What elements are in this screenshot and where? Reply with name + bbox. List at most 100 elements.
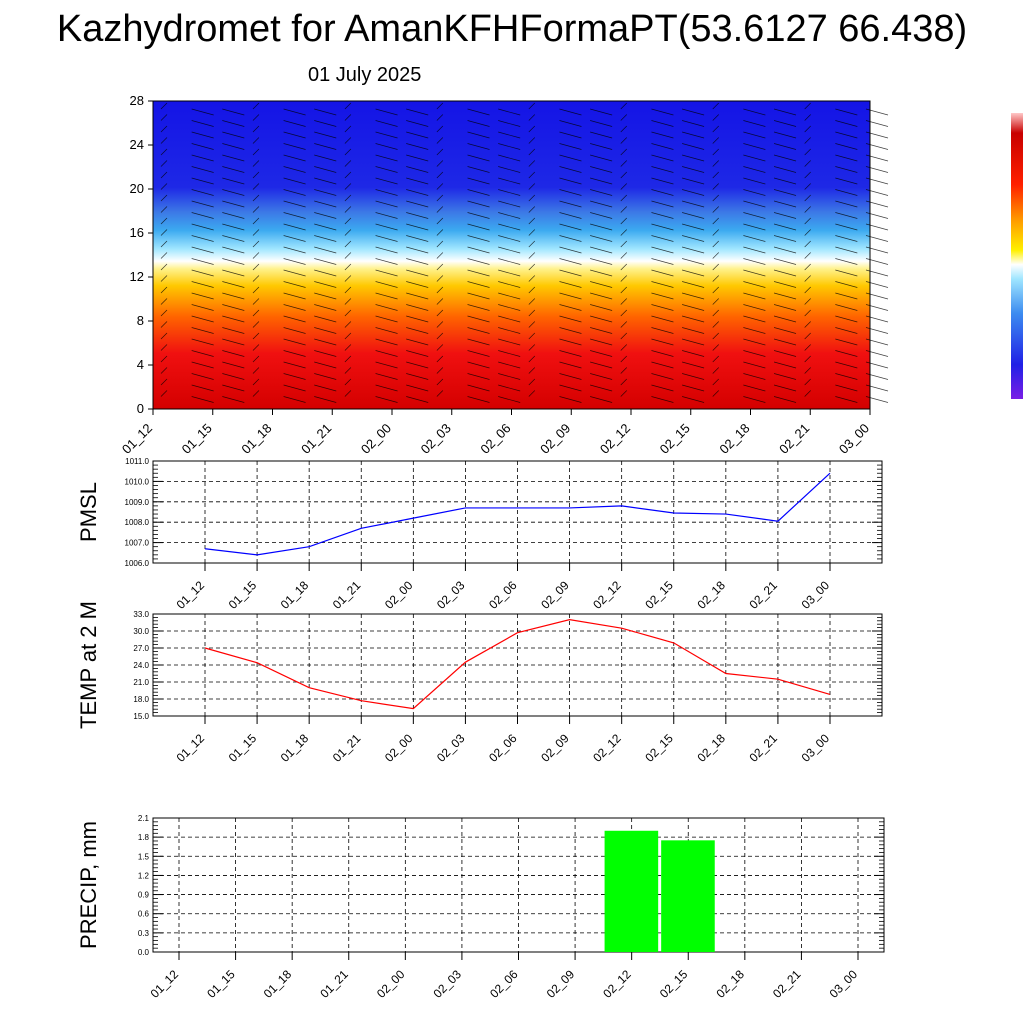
wind-barb: [222, 373, 245, 380]
wind-barb: [375, 315, 398, 323]
wind-barb: [375, 269, 398, 277]
wind-barb: [835, 200, 858, 208]
wind-barb: [375, 212, 398, 219]
wind-barb: [590, 338, 613, 346]
x-tick-label: 02_18: [713, 967, 747, 1001]
wind-barb: [743, 120, 766, 127]
wind-barb: [620, 309, 628, 317]
wind-barb: [191, 315, 214, 323]
wind-barb: [467, 166, 490, 173]
wind-barb: [467, 292, 490, 300]
wind-barb: [712, 114, 719, 121]
wind-barb: [406, 246, 429, 254]
wind-barb: [773, 384, 797, 392]
wind-barb: [222, 327, 245, 334]
wind-barb: [344, 309, 352, 317]
wind-barb: [835, 177, 858, 185]
wind-barb: [467, 304, 490, 311]
wind-barb: [314, 108, 337, 116]
wind-barb: [835, 258, 858, 265]
wind-barb: [252, 240, 260, 248]
wind-barb: [743, 304, 766, 311]
wind-barb: [467, 350, 490, 357]
wind-barb: [375, 338, 398, 346]
wind-barb: [835, 373, 858, 380]
wind-barb: [743, 108, 766, 116]
wind-barb: [651, 246, 674, 254]
wind-barb: [314, 281, 337, 288]
wind-barb: [620, 344, 628, 351]
wind-barb: [681, 373, 705, 380]
x-tick-label: 01_12: [119, 421, 155, 457]
y-tick-label: 30.0: [133, 627, 149, 636]
wind-barb: [743, 189, 766, 196]
wind-barb: [651, 373, 674, 380]
wind-barb: [314, 361, 337, 369]
wind-barb: [467, 361, 490, 369]
wind-barb: [773, 269, 797, 277]
wind-barb: [804, 275, 811, 282]
wind-barb: [559, 235, 582, 242]
wind-barb: [743, 200, 766, 208]
wind-barb: [467, 269, 490, 277]
wind-barb: [222, 212, 245, 219]
wind-barb: [835, 154, 858, 162]
wind-barb: [743, 327, 766, 334]
y-axis-title: PMSL: [76, 482, 101, 542]
y-tick-label: 8: [137, 313, 144, 328]
wind-barb: [712, 240, 719, 248]
wind-barb: [406, 212, 429, 219]
wind-barb: [467, 212, 490, 219]
wind-barb: [528, 160, 536, 167]
x-tick-label: 03_00: [799, 731, 833, 765]
wind-barb: [590, 258, 613, 265]
wind-barb: [804, 160, 811, 167]
wind-barb: [406, 269, 429, 277]
wind-barb: [191, 235, 214, 242]
wind-barb: [375, 361, 398, 369]
wind-barb: [528, 148, 536, 156]
wind-barb: [528, 217, 536, 225]
wind-barb: [344, 275, 352, 282]
wind-barb: [314, 166, 337, 173]
wind-barb: [528, 102, 536, 110]
wind-barb: [559, 258, 582, 265]
x-tick-label: 02_12: [590, 731, 624, 765]
wind-barb: [222, 108, 245, 116]
wind-barb: [252, 298, 260, 305]
wind-barb: [160, 332, 168, 340]
wind-barb: [375, 281, 398, 288]
y-tick-label: 1006.0: [125, 559, 150, 568]
wind-barb: [681, 235, 705, 242]
wind-barb: [191, 384, 214, 392]
x-tick-label: 02_09: [544, 967, 578, 1001]
wind-barb: [651, 166, 674, 173]
wind-barb: [590, 189, 613, 196]
wind-barb: [681, 327, 705, 334]
wind-barb: [222, 177, 245, 185]
x-tick-label: 02_00: [382, 578, 416, 612]
wind-barb: [252, 125, 260, 133]
wind-barb: [436, 252, 444, 259]
x-tick-label: 02_21: [770, 967, 804, 1001]
wind-barb: [344, 298, 352, 305]
wind-barb: [344, 217, 352, 225]
wind-barb: [283, 304, 306, 311]
wind-barb: [406, 166, 429, 173]
wind-barb: [160, 102, 168, 110]
wind-barb: [712, 275, 719, 282]
wind-barb: [712, 252, 719, 259]
wind-barb: [559, 361, 582, 369]
wind-barb: [467, 154, 490, 162]
wind-barb: [651, 304, 674, 311]
wind-barb: [314, 315, 337, 323]
wind-barb: [191, 223, 214, 231]
wind-barb: [191, 373, 214, 380]
wind-barb: [804, 367, 811, 374]
wind-barb: [344, 378, 352, 386]
wind-barb: [160, 137, 168, 144]
wind-barb: [467, 396, 490, 403]
wind-barb: [590, 246, 613, 254]
wind-barb: [344, 332, 352, 340]
wind-barb: [620, 263, 628, 271]
